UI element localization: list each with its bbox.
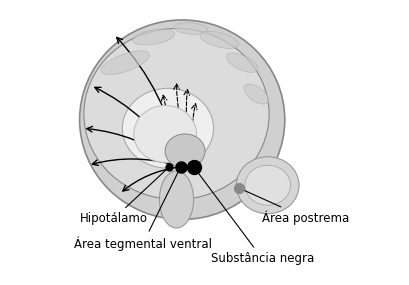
Ellipse shape xyxy=(133,105,196,162)
Ellipse shape xyxy=(244,165,290,205)
Text: Área tegmental ventral: Área tegmental ventral xyxy=(74,169,211,251)
Ellipse shape xyxy=(84,28,268,200)
Ellipse shape xyxy=(173,23,207,34)
Ellipse shape xyxy=(243,84,268,104)
Ellipse shape xyxy=(165,134,204,168)
Ellipse shape xyxy=(132,29,174,45)
Text: Substância negra: Substância negra xyxy=(195,169,313,265)
Text: Hipotálamo: Hipotálamo xyxy=(79,169,167,225)
Ellipse shape xyxy=(236,157,298,214)
Ellipse shape xyxy=(159,171,193,228)
Ellipse shape xyxy=(226,53,257,72)
Ellipse shape xyxy=(200,31,238,48)
Text: Área postrema: Área postrema xyxy=(241,189,348,225)
Ellipse shape xyxy=(79,20,284,219)
Ellipse shape xyxy=(101,51,149,75)
Ellipse shape xyxy=(122,88,213,168)
